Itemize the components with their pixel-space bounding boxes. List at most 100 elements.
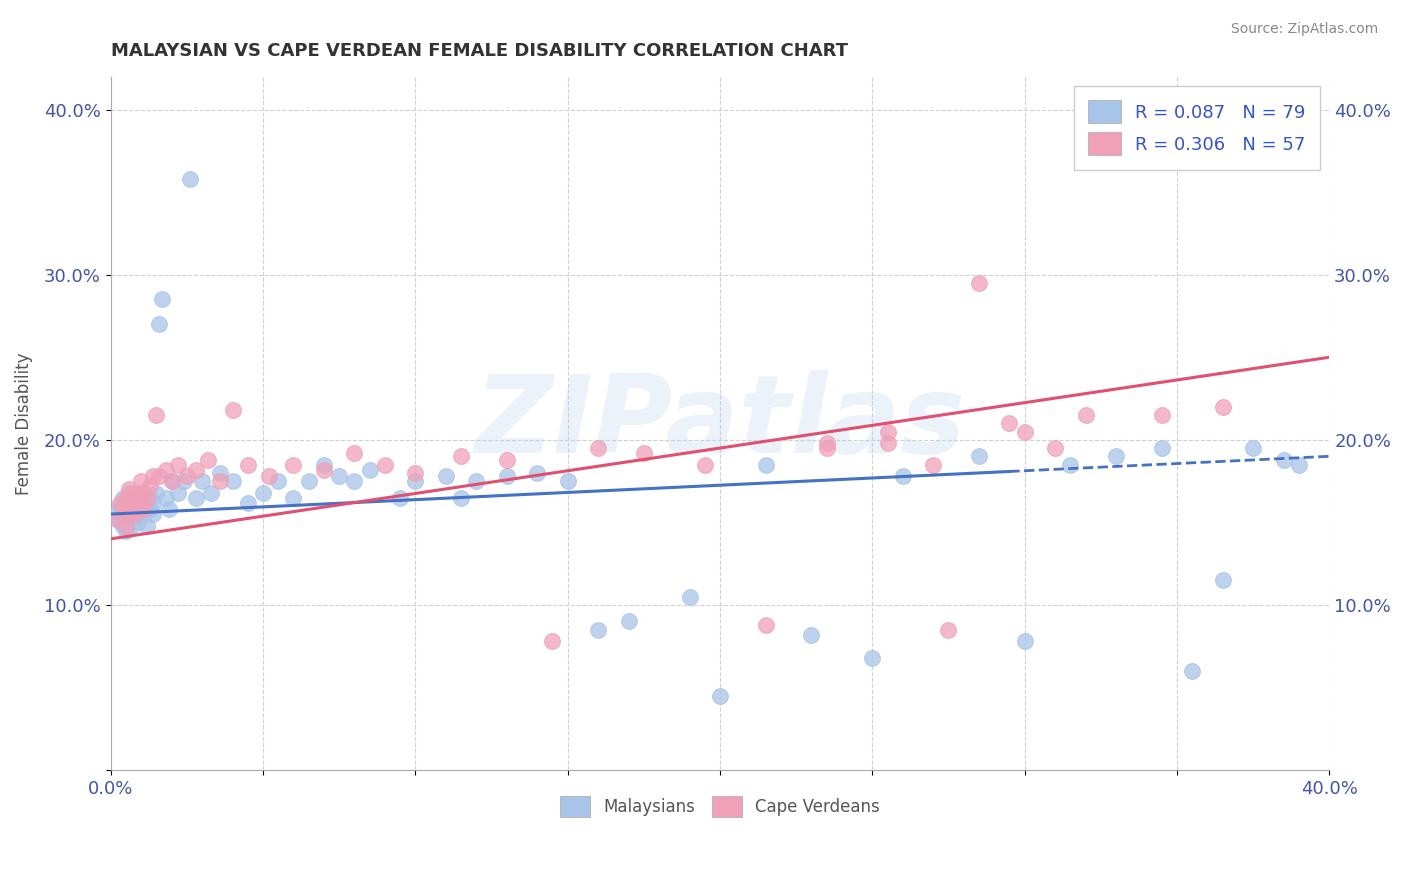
Point [179,172,201,186]
Point [108,499,131,513]
Point [105,512,128,526]
Point [166,458,188,472]
Point [108,516,131,530]
Text: Source: ZipAtlas.com: Source: ZipAtlas.com [1230,22,1378,37]
Point [136,491,159,505]
Point [118,507,141,521]
Point [155,491,177,505]
Point [755,458,778,472]
Point [891,469,914,483]
Point [121,495,143,509]
Point [129,485,152,500]
Point [1212,400,1234,414]
Point [184,462,207,476]
Point [152,293,174,307]
Point [450,450,472,464]
Point [118,485,141,500]
Point [145,408,167,422]
Point [173,474,195,488]
Point [134,502,156,516]
Point [111,502,134,516]
Point [166,485,188,500]
Point [127,516,149,530]
Point [121,502,143,516]
Point [876,436,898,450]
Point [176,469,198,483]
Point [1074,408,1097,422]
Point [134,485,156,500]
Point [922,458,945,472]
Point [1105,450,1128,464]
Point [191,474,214,488]
Point [221,403,243,417]
Point [876,425,898,439]
Point [495,469,517,483]
Point [374,458,396,472]
Point [139,502,162,516]
Point [967,276,990,290]
Point [267,474,290,488]
Point [118,512,141,526]
Point [1014,634,1036,648]
Point [709,689,731,703]
Point [1181,664,1204,678]
Point [145,485,167,500]
Point [115,502,138,516]
Point [136,518,159,533]
Point [252,485,274,500]
Y-axis label: Female Disability: Female Disability [15,352,32,494]
Point [108,495,131,509]
Point [124,507,146,521]
Point [160,474,183,488]
Point [129,502,152,516]
Point [404,474,426,488]
Point [389,491,412,505]
Point [359,462,381,476]
Point [404,466,426,480]
Point [157,502,180,516]
Legend: Malaysians, Cape Verdeans: Malaysians, Cape Verdeans [554,789,887,824]
Point [1014,425,1036,439]
Point [693,458,716,472]
Point [800,627,823,641]
Point [139,491,162,505]
Point [283,458,305,472]
Point [815,436,838,450]
Point [160,474,183,488]
Point [312,458,335,472]
Point [236,495,259,509]
Point [124,507,146,521]
Point [127,502,149,516]
Point [118,507,141,521]
Point [142,469,165,483]
Point [134,507,156,521]
Point [148,317,170,331]
Point [815,441,838,455]
Text: ZIPatlas: ZIPatlas [474,370,966,476]
Point [121,495,143,509]
Point [127,499,149,513]
Point [200,485,222,500]
Point [129,495,152,509]
Point [1150,408,1173,422]
Point [121,518,143,533]
Point [495,452,517,467]
Point [967,450,990,464]
Point [236,458,259,472]
Point [586,441,609,455]
Point [209,466,232,480]
Point [118,483,141,497]
Point [1150,441,1173,455]
Point [434,469,457,483]
Point [343,446,366,460]
Point [860,650,883,665]
Point [1043,441,1066,455]
Point [105,507,128,521]
Point [541,634,564,648]
Point [450,491,472,505]
Point [129,474,152,488]
Point [298,474,321,488]
Point [184,491,207,505]
Point [111,518,134,533]
Point [148,469,170,483]
